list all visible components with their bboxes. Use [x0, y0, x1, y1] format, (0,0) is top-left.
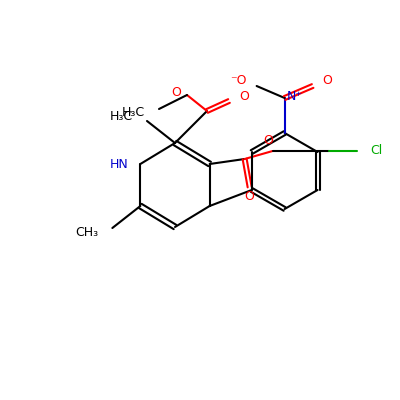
- Text: ⁻O: ⁻O: [230, 74, 247, 88]
- Text: CH₃: CH₃: [75, 226, 98, 238]
- Text: HN: HN: [110, 158, 128, 170]
- Text: H₃C: H₃C: [122, 106, 145, 120]
- Text: N⁺: N⁺: [287, 90, 303, 102]
- Text: O: O: [245, 190, 254, 204]
- Text: Cl: Cl: [371, 144, 383, 158]
- Text: O: O: [171, 86, 181, 100]
- Text: H₃C: H₃C: [110, 110, 133, 124]
- Text: O: O: [239, 90, 249, 104]
- Text: O: O: [323, 74, 332, 88]
- Text: O: O: [264, 134, 274, 148]
